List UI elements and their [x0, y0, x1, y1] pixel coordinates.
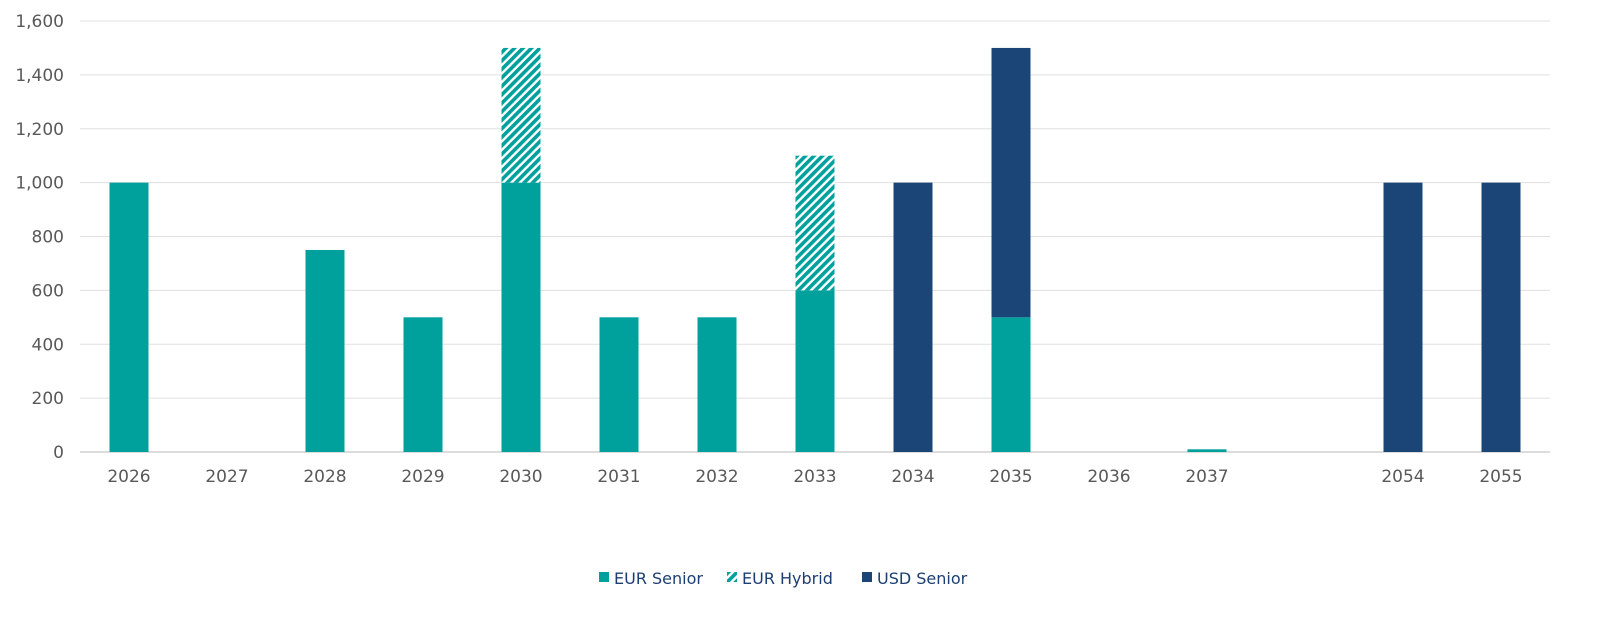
legend-item: USD Senior	[862, 569, 968, 588]
x-tick-label: 2036	[1087, 467, 1130, 487]
y-tick-label: 400	[32, 335, 64, 355]
bar-eur-senior-2030	[501, 182, 541, 452]
y-tick-label: 600	[32, 281, 64, 301]
legend-label: USD Senior	[877, 569, 968, 588]
bar-eur-senior-2032	[697, 317, 737, 452]
legend-swatch	[727, 572, 737, 582]
y-tick-label: 0	[53, 443, 64, 463]
x-tick-label: 2033	[793, 467, 836, 487]
bar-eur-senior-2037	[1187, 449, 1227, 452]
legend-swatch	[599, 572, 609, 582]
y-tick-label: 1,400	[15, 66, 64, 86]
y-tick-label: 200	[32, 389, 64, 409]
bar-eur-senior-2029	[403, 317, 443, 452]
bar-eur-senior-2026	[109, 182, 149, 452]
y-tick-label: 1,200	[15, 120, 64, 140]
x-tick-label: 2034	[891, 467, 934, 487]
bar-eur-hybrid-2033	[795, 155, 835, 291]
bar-eur-senior-2031	[599, 317, 639, 452]
bar-usd-senior-2054	[1383, 182, 1423, 452]
bar-eur-senior-2028	[305, 249, 345, 452]
x-tick-label: 2027	[205, 467, 248, 487]
bar-eur-senior-2033	[795, 290, 835, 452]
x-tick-label: 2026	[107, 467, 150, 487]
x-tick-label: 2035	[989, 467, 1032, 487]
x-tick-label: 2029	[401, 467, 444, 487]
legend-label: EUR Hybrid	[742, 569, 833, 588]
x-tick-label: 2055	[1479, 467, 1522, 487]
bar-usd-senior-2035	[991, 47, 1031, 318]
y-tick-label: 1,000	[15, 174, 64, 194]
bar-usd-senior-2034	[893, 182, 933, 452]
legend-swatch	[862, 572, 872, 582]
bar-eur-hybrid-2030	[501, 47, 541, 183]
x-tick-label: 2028	[303, 467, 346, 487]
x-tick-label: 2031	[597, 467, 640, 487]
x-tick-label: 2037	[1185, 467, 1228, 487]
x-tick-label: 2032	[695, 467, 738, 487]
bar-usd-senior-2055	[1481, 182, 1521, 452]
y-tick-label: 1,600	[15, 12, 64, 32]
legend-label: EUR Senior	[614, 569, 703, 588]
legend-item: EUR Senior	[599, 569, 703, 588]
x-tick-label: 2054	[1381, 467, 1424, 487]
legend-item: EUR Hybrid	[727, 569, 833, 588]
x-tick-label: 2030	[499, 467, 542, 487]
y-tick-label: 800	[32, 228, 64, 248]
bar-eur-senior-2035	[991, 317, 1031, 452]
